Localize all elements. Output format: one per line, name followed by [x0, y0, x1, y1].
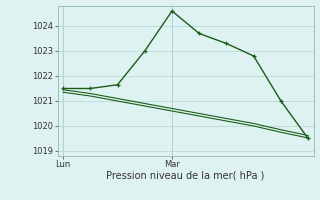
X-axis label: Pression niveau de la mer( hPa ): Pression niveau de la mer( hPa ) [107, 171, 265, 181]
